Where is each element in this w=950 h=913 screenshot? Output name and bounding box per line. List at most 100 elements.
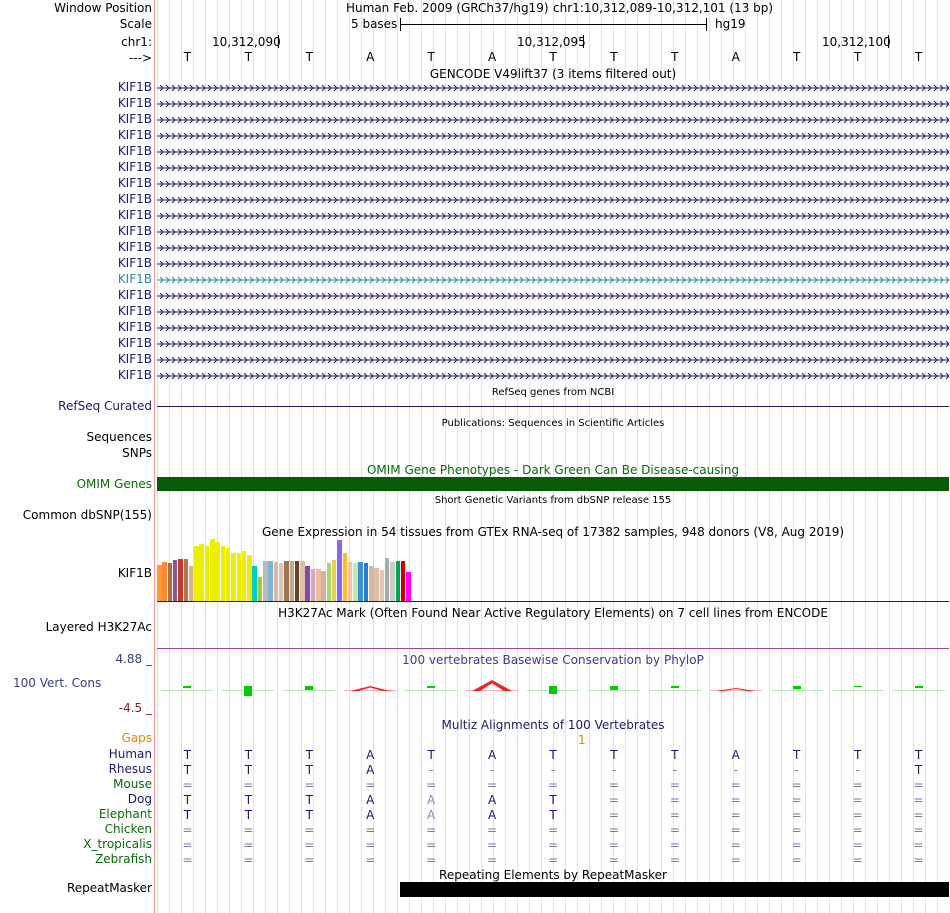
phylop-score-mark[interactable]: [609, 686, 618, 690]
species-label[interactable]: Zebrafish: [95, 852, 152, 866]
phylop-score-mark[interactable]: [244, 686, 253, 696]
gtex-tissue-bar[interactable]: [167, 563, 173, 601]
gtex-tissue-bar[interactable]: [172, 560, 178, 601]
gtex-tissue-bar[interactable]: [241, 551, 247, 601]
gtex-tissue-bar[interactable]: [252, 566, 257, 601]
gencode-gene-track[interactable]: [157, 340, 949, 348]
gtex-tissue-bar[interactable]: [342, 553, 347, 601]
publications-title[interactable]: Publications: Sequences in Scientific Ar…: [441, 418, 665, 429]
gencode-gene-track[interactable]: [157, 148, 949, 156]
gencode-gene-label[interactable]: KIF1B: [117, 240, 152, 254]
gtex-tissue-bar[interactable]: [305, 566, 310, 601]
gencode-gene-label[interactable]: KIF1B: [117, 272, 152, 286]
gencode-gene-label[interactable]: KIF1B: [117, 288, 152, 302]
gencode-gene-label[interactable]: KIF1B: [117, 368, 152, 382]
gencode-gene-track[interactable]: [157, 116, 949, 124]
gtex-tissue-bar[interactable]: [204, 546, 210, 601]
gtex-tissue-bar[interactable]: [358, 562, 363, 601]
species-label[interactable]: X_tropicalis: [83, 837, 152, 851]
phylop-score-mark[interactable]: [305, 686, 314, 690]
phylop-score-mark[interactable]: [792, 686, 801, 689]
gtex-tissue-bar[interactable]: [300, 561, 305, 601]
gtex-label[interactable]: KIF1B: [117, 566, 152, 580]
gencode-gene-label[interactable]: KIF1B: [117, 160, 152, 174]
omim-label[interactable]: OMIM Genes: [76, 477, 152, 491]
repeatmasker-title[interactable]: Repeating Elements by RepeatMasker: [439, 868, 667, 882]
gencode-gene-track[interactable]: [157, 84, 949, 92]
gencode-gene-track[interactable]: [157, 308, 949, 316]
gtex-tissue-bar[interactable]: [278, 563, 284, 601]
multiz-title[interactable]: Multiz Alignments of 100 Vertebrates: [441, 718, 665, 732]
gtex-tissue-bar[interactable]: [353, 563, 358, 601]
gencode-gene-track[interactable]: [157, 100, 949, 108]
repeatmasker-label[interactable]: RepeatMasker: [66, 881, 152, 895]
species-label[interactable]: Rhesus: [108, 762, 152, 776]
refseq-line[interactable]: [157, 406, 949, 407]
dbsnp-title[interactable]: Short Genetic Variants from dbSNP releas…: [434, 495, 672, 506]
refseq-title[interactable]: RefSeq genes from NCBI: [491, 387, 615, 398]
gtex-tissue-bar[interactable]: [347, 562, 353, 601]
phylop-score-mark[interactable]: [549, 686, 557, 694]
gtex-tissue-bar[interactable]: [406, 572, 411, 601]
phylop-score-mark[interactable]: [914, 686, 923, 688]
h3k27ac-title[interactable]: H3K27Ac Mark (Often Found Near Active Re…: [278, 606, 828, 620]
gencode-gene-label[interactable]: KIF1B: [117, 336, 152, 350]
gtex-tissue-bar[interactable]: [162, 562, 167, 601]
gtex-tissue-bar[interactable]: [316, 569, 321, 601]
gencode-gene-label[interactable]: KIF1B: [117, 208, 152, 222]
gencode-gene-label[interactable]: KIF1B: [117, 224, 152, 238]
h3k27ac-label[interactable]: Layered H3K27Ac: [45, 620, 152, 634]
gtex-tissue-bar[interactable]: [379, 570, 385, 601]
repeat-element-bar[interactable]: [400, 882, 949, 897]
gencode-gene-track[interactable]: [157, 260, 949, 268]
gtex-tissue-bar[interactable]: [390, 562, 395, 601]
gencode-gene-label[interactable]: KIF1B: [117, 96, 152, 110]
gtex-tissue-bar[interactable]: [157, 565, 162, 601]
gencode-gene-label[interactable]: KIF1B: [117, 176, 152, 190]
gencode-gene-track[interactable]: [157, 164, 949, 172]
gtex-tissue-bar[interactable]: [257, 577, 263, 601]
gencode-gene-track[interactable]: [157, 212, 949, 220]
gtex-tissue-bar[interactable]: [268, 561, 273, 601]
gencode-gene-label[interactable]: KIF1B: [117, 112, 152, 126]
gtex-tissue-bar[interactable]: [369, 566, 374, 601]
refseq-label[interactable]: RefSeq Curated: [58, 399, 152, 413]
gtex-tissue-bar[interactable]: [273, 562, 279, 601]
gencode-gene-label[interactable]: KIF1B: [117, 320, 152, 334]
gtex-tissue-bar[interactable]: [225, 548, 231, 601]
gtex-tissue-bar[interactable]: [321, 571, 326, 601]
gencode-gene-track[interactable]: [157, 324, 949, 332]
gtex-tissue-bar[interactable]: [231, 553, 236, 601]
gencode-gene-label[interactable]: KIF1B: [117, 192, 152, 206]
gtex-tissue-bar[interactable]: [310, 569, 316, 601]
gencode-gene-label[interactable]: KIF1B: [117, 256, 152, 270]
gtex-tissue-bar[interactable]: [199, 544, 204, 601]
omim-title[interactable]: OMIM Gene Phenotypes - Dark Green Can Be…: [366, 463, 740, 477]
gaps-label[interactable]: Gaps: [121, 731, 152, 745]
snps-label[interactable]: SNPs: [122, 446, 152, 460]
dbsnp-label[interactable]: Common dbSNP(155): [22, 508, 152, 522]
gtex-title[interactable]: Gene Expression in 54 tissues from GTEx …: [261, 525, 845, 539]
species-label[interactable]: Mouse: [113, 777, 152, 791]
gtex-tissue-bar[interactable]: [263, 561, 268, 601]
gencode-gene-label[interactable]: KIF1B: [117, 304, 152, 318]
gencode-gene-label[interactable]: KIF1B: [117, 144, 152, 158]
phylop-score-mark[interactable]: [427, 686, 436, 688]
gencode-gene-track[interactable]: [157, 244, 949, 252]
gtex-tissue-bar[interactable]: [374, 568, 379, 601]
gtex-tissue-bar[interactable]: [220, 546, 226, 601]
gtex-tissue-bar[interactable]: [215, 542, 220, 601]
species-label[interactable]: Chicken: [104, 822, 152, 836]
species-label[interactable]: Elephant: [98, 807, 152, 821]
gtex-tissue-bar[interactable]: [183, 559, 188, 601]
gtex-tissue-bar[interactable]: [331, 560, 337, 601]
omim-gene-bar[interactable]: [157, 477, 949, 491]
gtex-tissue-bar[interactable]: [289, 561, 294, 601]
gencode-gene-track[interactable]: [157, 196, 949, 204]
gtex-tissue-bar[interactable]: [178, 559, 183, 601]
gencode-gene-track[interactable]: [157, 228, 949, 236]
species-label[interactable]: Dog: [127, 792, 152, 806]
gtex-tissue-bar[interactable]: [326, 563, 332, 601]
sequences-label[interactable]: Sequences: [86, 430, 152, 444]
phylop-score-mark[interactable]: [670, 686, 679, 688]
